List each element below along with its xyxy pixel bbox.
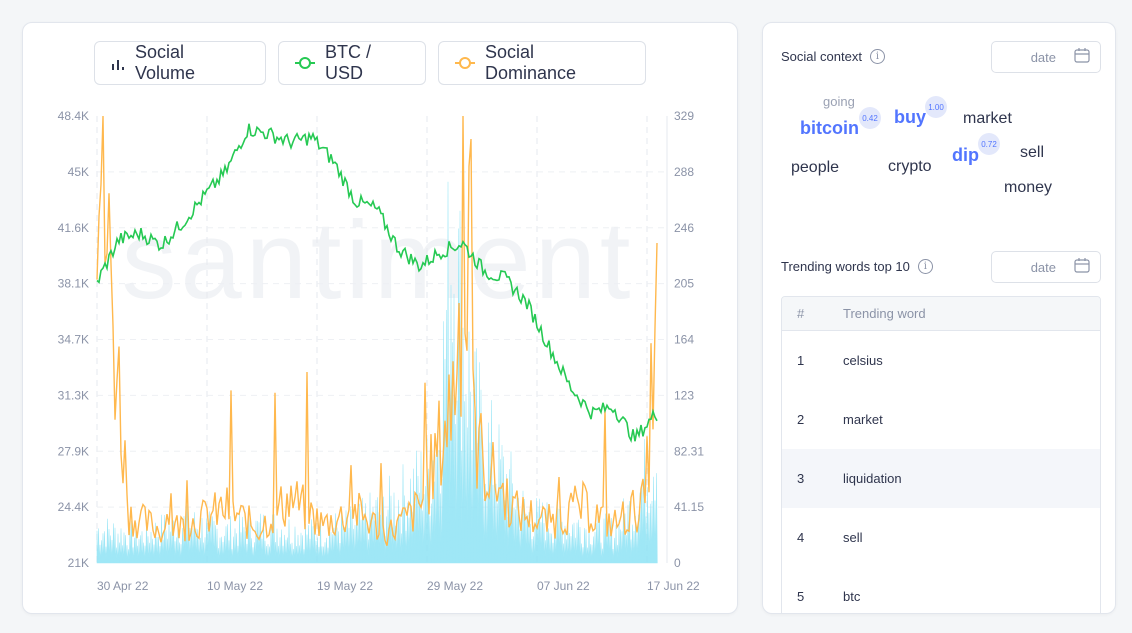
row-word[interactable]: sell: [843, 530, 863, 545]
cloud-word[interactable]: crypto: [888, 158, 932, 175]
y-tick-label-left: 48.4K: [58, 109, 89, 123]
table-row[interactable]: 4 sell: [782, 508, 1100, 567]
cloud-word[interactable]: dip: [952, 145, 979, 165]
y-tick-label-left: 27.9K: [58, 444, 89, 458]
btc-usd-label: BTC / USD: [325, 42, 372, 83]
row-rank: 2: [797, 412, 805, 427]
column-header-rank: #: [797, 306, 805, 321]
cloud-word[interactable]: going: [823, 94, 855, 109]
social-volume-toggle[interactable]: Social Volume: [94, 41, 266, 85]
row-rank: 3: [797, 471, 805, 486]
table-row[interactable]: 3 liquidation: [782, 449, 1100, 508]
score-badge: 0.42: [859, 107, 881, 129]
calendar-icon: [1074, 258, 1090, 276]
y-tick-label-left: 41.6K: [58, 221, 89, 235]
row-rank: 5: [797, 589, 805, 604]
social-dominance-series: [96, 115, 658, 546]
btc-usd-series: [96, 123, 658, 443]
cloud-word[interactable]: people: [791, 159, 840, 176]
info-icon[interactable]: i: [917, 259, 933, 274]
y-tick-label-left: 34.7K: [58, 333, 89, 347]
y-tick-label-left: 45K: [68, 165, 89, 179]
calendar-icon: [1074, 48, 1090, 66]
x-tick-label: 19 May 22: [317, 579, 373, 593]
social-context-header: Social context i: [781, 49, 885, 64]
y-tick-label-right: 41.15: [674, 500, 704, 514]
column-header-word: Trending word: [843, 306, 926, 321]
trending-table: # Trending word 1 celsius 2 market 3 liq…: [781, 296, 1101, 613]
y-tick-label-right: 0: [674, 556, 681, 570]
chart-panel: santiment 30 Apr 22 10 May 22 19 May 22 29 M…: [22, 22, 738, 614]
x-tick-label: 10 May 22: [207, 579, 263, 593]
y-tick-label-right: 246: [674, 221, 694, 235]
social-dominance-label: Social Dominance: [485, 42, 577, 83]
row-word[interactable]: celsius: [843, 353, 883, 368]
bar-chart-icon: [111, 56, 125, 70]
y-tick-label-left: 31.3K: [58, 388, 89, 402]
cloud-word[interactable]: buy: [894, 107, 927, 127]
cloud-word[interactable]: money: [1004, 179, 1053, 196]
y-tick-label-left: 38.1K: [58, 277, 89, 291]
info-icon[interactable]: i: [869, 49, 885, 64]
x-tick-label: 29 May 22: [427, 579, 483, 593]
side-panel: Social context i date going bitcoin 0.42…: [762, 22, 1116, 614]
date-placeholder: date: [1030, 49, 1056, 65]
trending-date-picker[interactable]: date: [991, 251, 1101, 283]
table-row[interactable]: 5 btc: [782, 567, 1100, 613]
y-tick-label-right: 288: [674, 165, 694, 179]
table-row[interactable]: 2 market: [782, 390, 1100, 449]
y-tick-label-left: 21K: [68, 556, 89, 570]
row-word[interactable]: liquidation: [843, 471, 902, 486]
row-word[interactable]: market: [843, 412, 883, 427]
row-word[interactable]: btc: [843, 589, 861, 604]
social-context-date-picker[interactable]: date: [991, 41, 1101, 73]
chart[interactable]: santiment 30 Apr 22 10 May 22 19 May 22 29 M…: [23, 23, 739, 615]
y-tick-label-right: 205: [674, 277, 694, 291]
social-context-title: Social context: [781, 49, 862, 64]
row-rank: 4: [797, 530, 805, 545]
cloud-word[interactable]: market: [963, 110, 1012, 127]
y-tick-label-right: 123: [674, 388, 694, 402]
cloud-word[interactable]: sell: [1020, 144, 1045, 161]
watermark: santiment: [122, 199, 635, 322]
x-tick-label: 17 Jun 22: [647, 579, 700, 593]
trending-title: Trending words top 10: [781, 259, 910, 274]
trending-header: Trending words top 10 i: [781, 259, 933, 274]
score-badge: 0.72: [978, 133, 1000, 155]
cloud-word[interactable]: bitcoin: [800, 118, 859, 138]
y-tick-label-right: 164: [674, 333, 694, 347]
btc-line-icon: [295, 56, 315, 70]
social-volume-label: Social Volume: [135, 42, 196, 83]
date-placeholder: date: [1030, 259, 1056, 275]
dominance-line-icon: [455, 56, 475, 70]
x-tick-label: 07 Jun 22: [537, 579, 590, 593]
x-tick-label: 30 Apr 22: [97, 579, 149, 593]
y-tick-label-right: 82.31: [674, 444, 704, 458]
social-volume-series: [96, 181, 658, 564]
social-dominance-toggle[interactable]: Social Dominance: [438, 41, 646, 85]
table-row[interactable]: 1 celsius: [782, 331, 1100, 390]
row-rank: 1: [797, 353, 805, 368]
score-badge: 1.00: [925, 96, 947, 118]
btc-usd-toggle[interactable]: BTC / USD: [278, 41, 426, 85]
table-header: # Trending word: [782, 297, 1100, 331]
y-tick-label-right: 329: [674, 109, 694, 123]
y-tick-label-left: 24.4K: [58, 500, 89, 514]
